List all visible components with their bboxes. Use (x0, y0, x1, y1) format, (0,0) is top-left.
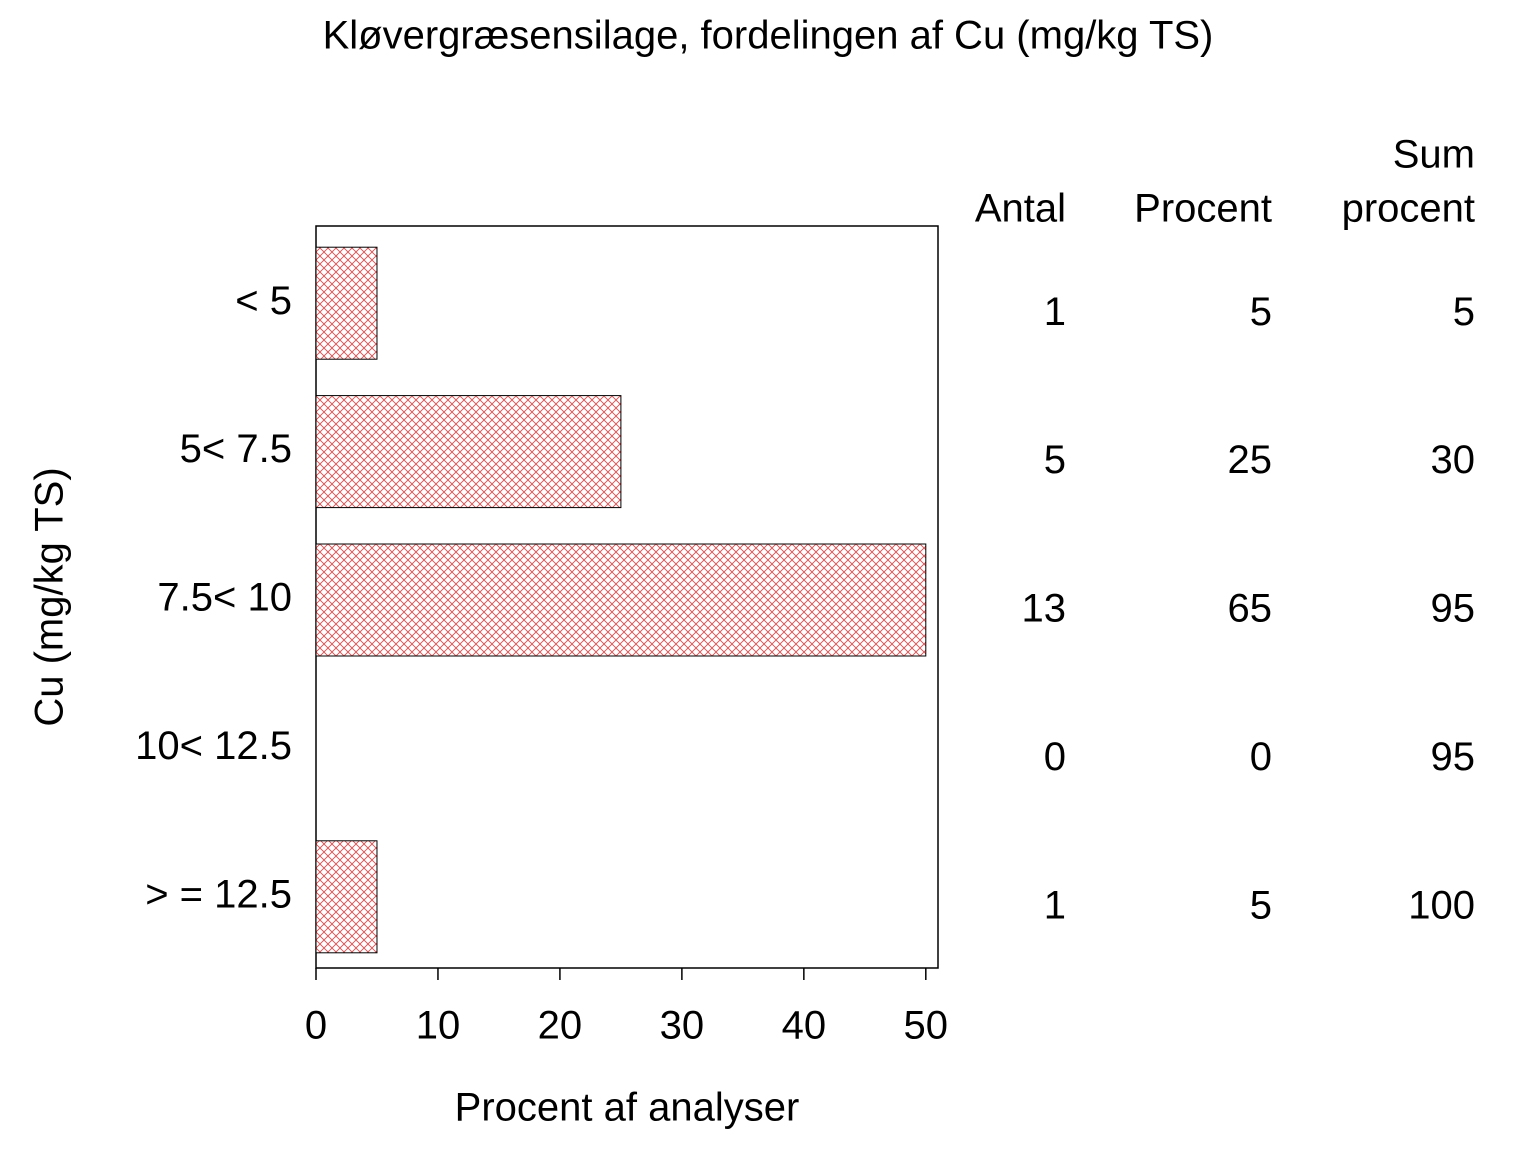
bar (315, 840, 378, 954)
x-tick-label: 10 (416, 1004, 461, 1048)
table-cell: 5 (1250, 883, 1272, 927)
table-cell: 65 (1228, 587, 1273, 631)
bar (315, 246, 378, 360)
table-cell: 1 (1044, 290, 1066, 334)
x-tick-label: 40 (782, 1004, 827, 1048)
x-tick-label: 0 (305, 1004, 327, 1048)
table-cell: 1 (1044, 883, 1066, 927)
table-cell: 13 (1022, 587, 1067, 631)
table-cell: 5 (1453, 290, 1475, 334)
chart-title: Kløvergræsensilage, fordelingen af Cu (m… (323, 14, 1214, 58)
bar (315, 395, 622, 509)
table-header: procent (1342, 187, 1475, 231)
x-axis-label: Procent af analyser (455, 1086, 800, 1130)
table-cell: 25 (1228, 438, 1273, 482)
y-tick-label: 10< 12.5 (135, 724, 292, 768)
x-tick-label: 20 (538, 1004, 583, 1048)
table-cell: 0 (1044, 735, 1066, 779)
x-tick-label: 50 (904, 1004, 949, 1048)
table-header: Sum (1393, 133, 1475, 177)
table-cell: 5 (1250, 290, 1272, 334)
bar (315, 543, 927, 657)
table-cell: 100 (1408, 883, 1475, 927)
table-cell: 5 (1044, 438, 1066, 482)
x-tick-label: 30 (660, 1004, 705, 1048)
table-cell: 95 (1431, 735, 1476, 779)
y-tick-label: 5< 7.5 (180, 427, 292, 471)
table-cell: 95 (1431, 587, 1476, 631)
table-cell: 30 (1431, 438, 1476, 482)
y-tick-label: 7.5< 10 (157, 576, 292, 620)
y-axis-label: Cu (mg/kg TS) (28, 467, 72, 726)
table-cell: 0 (1250, 735, 1272, 779)
y-tick-label: > = 12.5 (145, 872, 292, 916)
y-tick-label: < 5 (235, 279, 292, 323)
table-header: Antal (975, 187, 1066, 231)
table-header: Procent (1134, 187, 1272, 231)
